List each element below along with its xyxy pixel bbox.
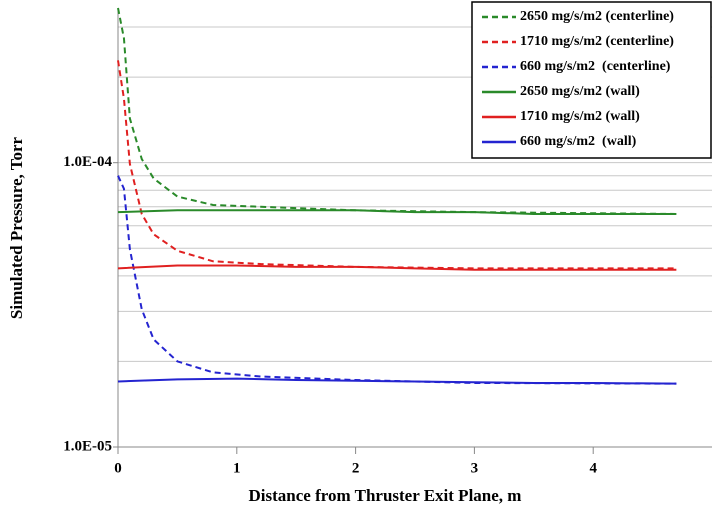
legend-label: 660 mg/s/m2 (wall)	[520, 134, 637, 149]
legend-box	[471, 1, 712, 159]
legend-label: 2650 mg/s/m2 (wall)	[520, 84, 640, 99]
x-tick-label: 0	[114, 460, 122, 476]
series-line	[117, 377, 677, 385]
series-line	[117, 264, 677, 271]
y-axis-title: Simulated Pressure, Torr	[7, 136, 26, 319]
y-tick-label: 1.0E-05	[63, 438, 112, 454]
series-line	[117, 209, 677, 215]
y-tick-label: 1.0E-04	[63, 154, 112, 170]
legend-label: 1710 mg/s/m2 (wall)	[520, 109, 640, 124]
x-tick-label: 3	[471, 460, 479, 476]
x-tick-label: 2	[352, 460, 360, 476]
legend-label: 1710 mg/s/m2 (centerline)	[520, 34, 674, 49]
legend-label: 660 mg/s/m2 (centerline)	[520, 59, 671, 74]
x-axis-title: Distance from Thruster Exit Plane, m	[249, 486, 522, 505]
x-tick-label: 4	[589, 460, 597, 476]
series-line	[117, 60, 677, 270]
x-tick-label: 1	[233, 460, 241, 476]
legend-label: 2650 mg/s/m2 (centerline)	[520, 9, 674, 24]
